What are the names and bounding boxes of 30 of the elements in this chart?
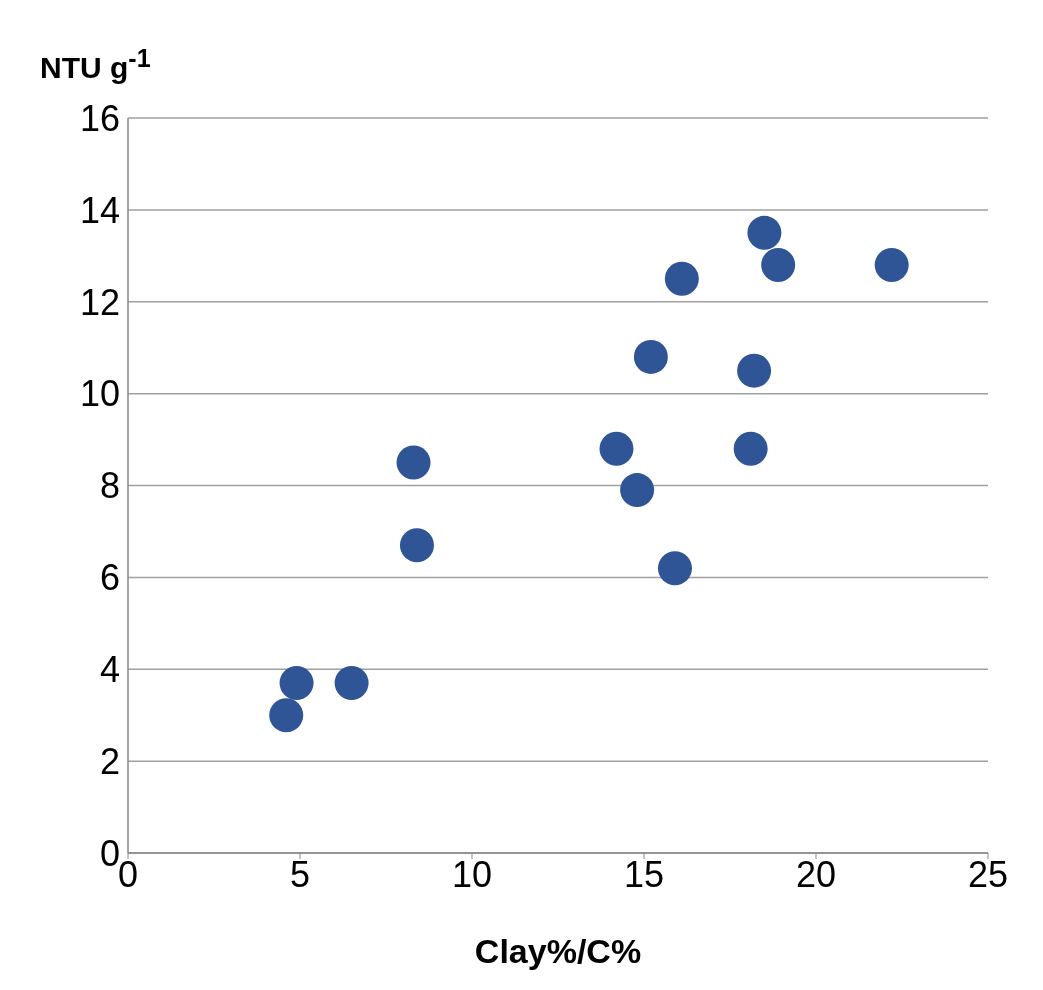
y-tick-label: 8 [99, 465, 120, 507]
point [279, 666, 314, 701]
y-tick-label: 14 [79, 189, 120, 231]
y-tick-label: 4 [99, 649, 120, 691]
y-tick-label: 6 [99, 557, 120, 599]
y-axis-title: NTU g$^{-1}$ [40, 44, 151, 85]
y-tick-label: 10 [79, 373, 120, 415]
point [664, 261, 699, 296]
point [737, 353, 772, 388]
y-tick-label: 12 [79, 281, 120, 323]
y-tick-label: 2 [99, 740, 120, 782]
point [733, 431, 768, 466]
point [599, 431, 634, 466]
point [657, 551, 692, 586]
point [747, 215, 782, 250]
point [269, 698, 304, 733]
point [633, 339, 668, 374]
point [399, 528, 434, 563]
x-tick-label: 5 [289, 853, 311, 895]
x-tick-label: 10 [451, 853, 493, 895]
point [620, 473, 655, 508]
point [334, 666, 369, 701]
y-tick-label: 16 [79, 97, 120, 139]
x-axis-title: Clay%/C% [474, 932, 642, 970]
point [761, 248, 796, 282]
x-tick-label: 25 [967, 853, 1009, 895]
x-tick-label: 20 [795, 853, 837, 895]
point [874, 248, 909, 282]
point [396, 445, 431, 480]
x-tick-label: 15 [623, 853, 665, 895]
